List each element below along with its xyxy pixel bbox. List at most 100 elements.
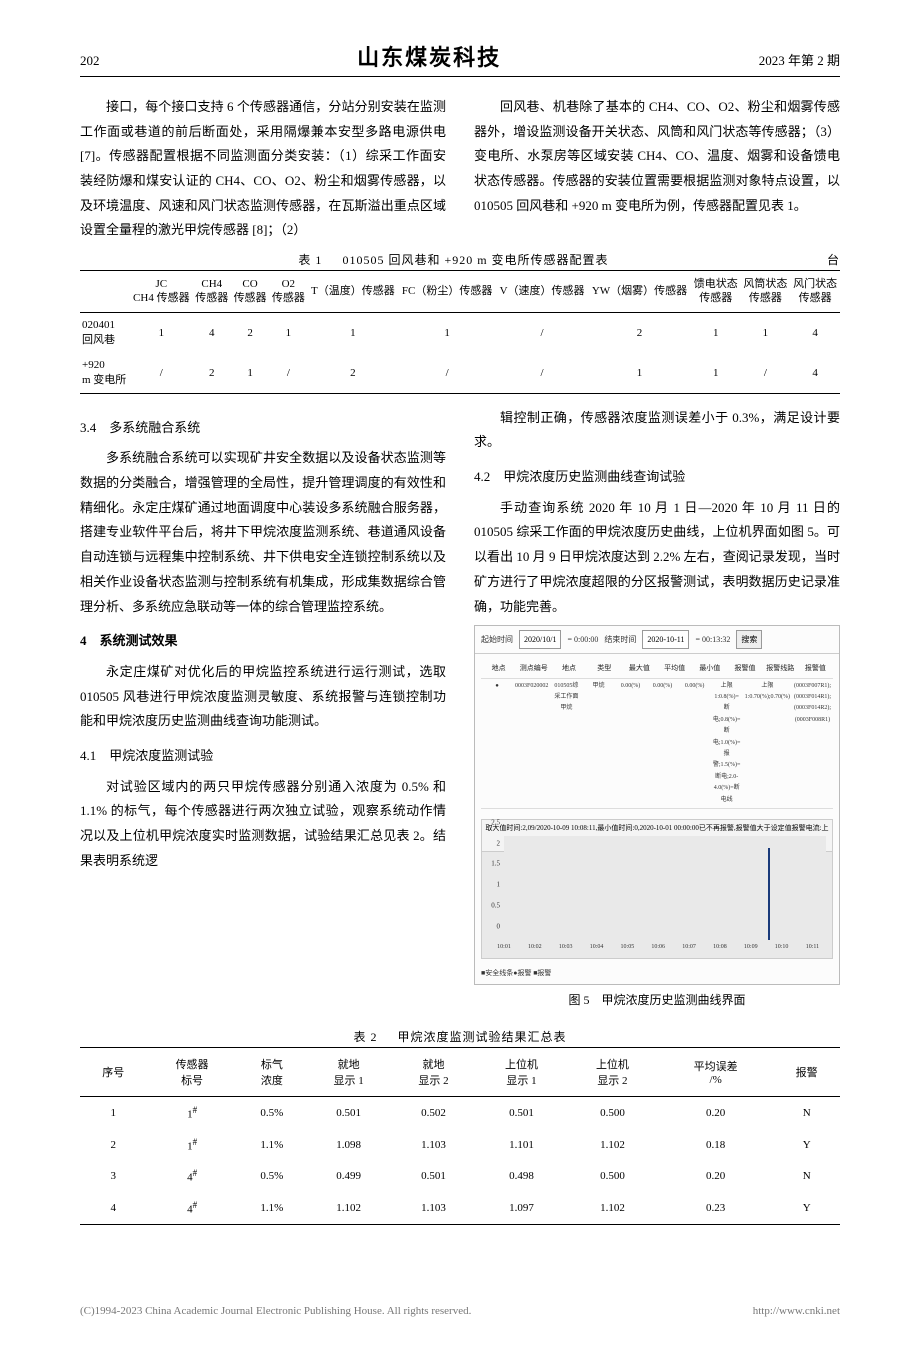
figure5-yaxis: 00.511.522.5 — [484, 836, 502, 940]
fig5-xtick: 10:09 — [744, 942, 758, 956]
table2-cell: 0.501 — [391, 1160, 476, 1192]
table1-cell: 2 — [307, 353, 398, 394]
fig5-end-val[interactable]: 2020-10-11 — [642, 630, 689, 649]
footer-left: (C)1994-2023 China Academic Journal Elec… — [80, 1305, 471, 1317]
table1-col: CO传感器 — [231, 271, 269, 313]
table2-cell: 1.103 — [391, 1192, 476, 1224]
table2-cell: 4# — [147, 1192, 238, 1224]
table2-col: 上位机显示 2 — [567, 1048, 658, 1097]
table2-col: 序号 — [80, 1048, 147, 1097]
sec-3-4-para: 多系统融合系统可以实现矿井安全数据以及设备状态监测等数据的分类融合，增强管理的全… — [80, 446, 446, 619]
table1-cell: 1 — [691, 312, 741, 353]
page-footer: (C)1994-2023 China Academic Journal Elec… — [80, 1305, 840, 1317]
sec-3-4-head: 3.4 多系统融合系统 — [80, 416, 446, 441]
fig5-start-val[interactable]: 2020/10/1 — [519, 630, 561, 649]
table1-block: 表 1 010505 回风巷和 +920 m 变电所传感器配置表 台 JCCH4… — [80, 251, 840, 394]
table2-cell: 1.097 — [476, 1192, 567, 1224]
table1-col: T（温度）传感器 — [307, 271, 398, 313]
table1-caption-mid: 010505 回风巷和 +920 m 变电所传感器配置表 — [342, 253, 608, 267]
fig5-grid-head-cell: 地点 — [481, 660, 516, 677]
table1-cell: 1 — [231, 353, 269, 394]
table1-cell: 4 — [790, 312, 840, 353]
right-top-para: 辑控制正确，传感器浓度监测误差小于 0.3%，满足设计要求。 — [474, 406, 840, 455]
fig5-grid-cell: ● — [481, 679, 513, 808]
mid-left-col: 3.4 多系统融合系统 多系统融合系统可以实现矿井安全数据以及设备状态监测等数据… — [80, 406, 446, 1020]
table2-cell: 0.500 — [567, 1160, 658, 1192]
fig5-ytick: 2 — [497, 837, 501, 850]
fig5-xtick: 10:08 — [713, 942, 727, 956]
fig5-xtick: 10:03 — [559, 942, 573, 956]
fig5-grid-head-cell: 地点 — [551, 660, 586, 677]
page-number: 202 — [80, 53, 100, 69]
top-left-para: 接口，每个接口支持 6 个传感器通信，分站分别安装在监测工作面或巷道的前后断面处… — [80, 95, 446, 243]
table1-col: O2传感器 — [269, 271, 307, 313]
fig5-grid-head-cell: 类型 — [587, 660, 622, 677]
table2-cell: Y — [773, 1192, 840, 1224]
fig5-grid-head-cell: 最大值 — [622, 660, 657, 677]
table1-cell: 2 — [193, 353, 231, 394]
sec-4-head: 4 系统测试效果 — [80, 629, 446, 654]
sec-4-1-para: 对试验区域内的两只甲烷传感器分别通入浓度为 0.5% 和 1.1% 的标气，每个… — [80, 775, 446, 874]
table2-col: 标气浓度 — [238, 1048, 307, 1097]
fig5-ytick: 1.5 — [491, 858, 500, 871]
fig5-xtick: 10:11 — [806, 942, 819, 956]
table1-cell: 4 — [193, 312, 231, 353]
journal-title: 山东煤炭科技 — [357, 40, 501, 72]
table2-cell: 1.102 — [567, 1129, 658, 1161]
table1-cell: / — [496, 353, 588, 394]
table2-cell: 1.1% — [238, 1192, 307, 1224]
figure5-chart: 取大值时间:2,09/2020-10-09 10:08:11,最小值时间:0,2… — [481, 819, 833, 959]
table1-row-label: 020401回风巷 — [80, 312, 130, 353]
table1-col: 馈电状态传感器 — [691, 271, 741, 313]
table1-cell: 1 — [130, 312, 193, 353]
fig5-ytick: 1 — [497, 878, 501, 891]
table2-cell: 1.102 — [306, 1192, 391, 1224]
fig5-grid-cell: 0003F020002 — [513, 679, 550, 808]
fig5-dur: = 0:00:00 — [567, 632, 598, 647]
table2-cell: 0.501 — [476, 1097, 567, 1129]
table2-block: 表 2 甲烷浓度监测试验结果汇总表 序号传感器标号标气浓度就地显示 1就地显示 … — [80, 1028, 840, 1225]
figure5-plot — [504, 836, 826, 940]
table2-cell: 1.1% — [238, 1129, 307, 1161]
table1-cell: 4 — [790, 353, 840, 394]
figure5: 起始时间 2020/10/1 = 0:00:00 结束时间 2020-10-11… — [474, 625, 840, 985]
table2-col: 就地显示 2 — [391, 1048, 476, 1097]
fig5-xtick: 10:04 — [590, 942, 604, 956]
table2-col: 平均误差/% — [658, 1048, 773, 1097]
table1: JCCH4 传感器CH4传感器CO传感器O2传感器T（温度）传感器FC（粉尘）传… — [80, 270, 840, 394]
fig5-end-t: = 00:13:32 — [695, 632, 730, 647]
fig5-grid-cell: 0.00(%) — [679, 679, 711, 808]
table1-cell: / — [269, 353, 307, 394]
table1-cell: / — [398, 353, 496, 394]
fig5-grid-head-cell: 最小值 — [692, 660, 727, 677]
table1-cell: 1 — [398, 312, 496, 353]
table1-caption-left: 表 1 — [298, 253, 322, 267]
table1-col: 风筒状态传感器 — [741, 271, 791, 313]
table1-col: YW（烟雾）传感器 — [588, 271, 691, 313]
figure5-legend: ■安全线条●报警 ■报警 — [475, 965, 839, 984]
sec-4-para: 永定庄煤矿对优化后的甲烷监控系统进行运行测试，选取 010505 风巷进行甲烷浓… — [80, 660, 446, 734]
table2-cell: 0.502 — [391, 1097, 476, 1129]
figure5-xaxis: 10:0110:0210:0310:0410:0510:0610:0710:08… — [504, 942, 826, 956]
fig5-xtick: 10:02 — [528, 942, 542, 956]
table1-cell: 1 — [741, 312, 791, 353]
fig5-grid-head-cell: 测点编号 — [516, 660, 551, 677]
table2-cell: 1.103 — [391, 1129, 476, 1161]
table2-cell: 1# — [147, 1097, 238, 1129]
table2-cell: 0.498 — [476, 1160, 567, 1192]
fig5-grid-cell: 上限1:0.8(%)=断电;0.8(%)=断电;1.0(%)=报警;1.5(%)… — [711, 679, 743, 808]
table2-cell: 1.098 — [306, 1129, 391, 1161]
table2-col: 就地显示 1 — [306, 1048, 391, 1097]
page-header: 202 山东煤炭科技 2023 年第 2 期 — [80, 40, 840, 77]
top-left-col: 接口，每个接口支持 6 个传感器通信，分站分别安装在监测工作面或巷道的前后断面处… — [80, 95, 446, 243]
table2-col: 报警 — [773, 1048, 840, 1097]
table2-cell: 1# — [147, 1129, 238, 1161]
table2-cell: 0.23 — [658, 1192, 773, 1224]
top-right-para: 回风巷、机巷除了基本的 CH4、CO、O2、粉尘和烟雾传感器外，增设监测设备开关… — [474, 95, 840, 218]
fig5-grid-cell: (0003F007R1);(0003F014R1);(0003F014R2);(… — [792, 679, 833, 808]
table2-col: 上位机显示 1 — [476, 1048, 567, 1097]
fig5-search-button[interactable]: 搜索 — [736, 630, 762, 649]
table2-cell: 4 — [80, 1192, 147, 1224]
table1-caption-right: 台 — [827, 251, 840, 268]
table2-caption-mid: 甲烷浓度监测试验结果汇总表 — [398, 1030, 567, 1044]
